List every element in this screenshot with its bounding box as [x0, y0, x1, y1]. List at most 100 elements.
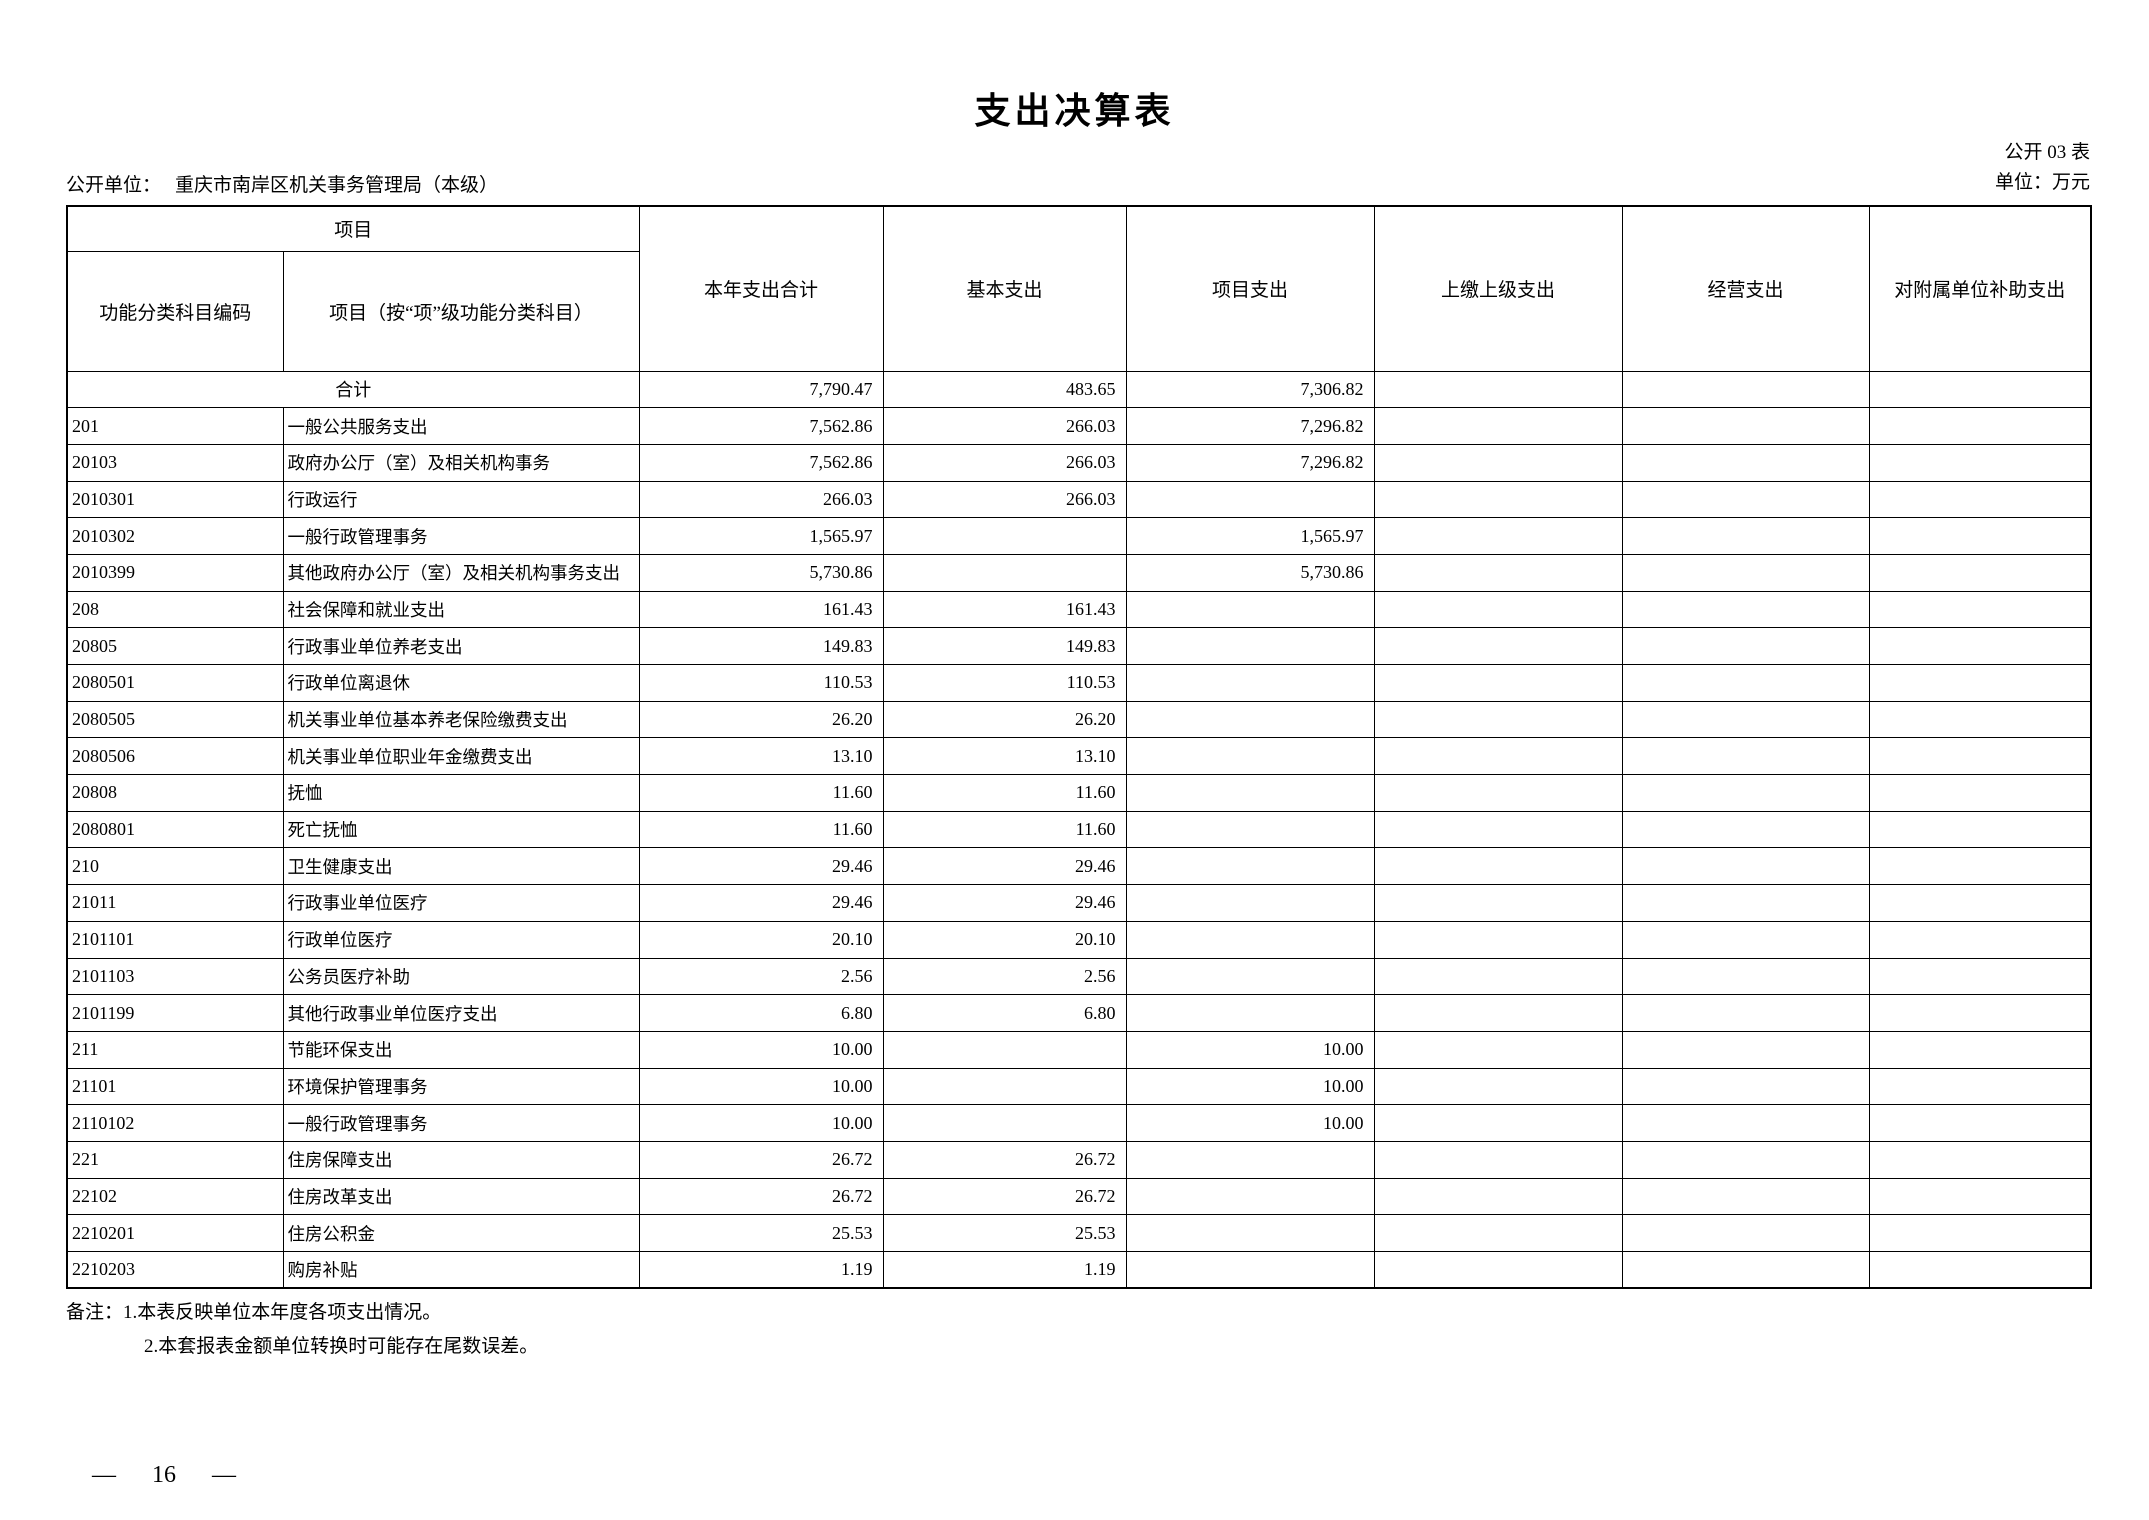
row-basic	[882, 517, 1127, 555]
row-upper	[1373, 517, 1623, 555]
row-project	[1125, 1251, 1375, 1289]
row-operating	[1621, 884, 1870, 922]
row-subsidy	[1868, 774, 2092, 812]
row-upper	[1373, 1214, 1623, 1252]
row-basic: 161.43	[882, 590, 1127, 629]
row-project	[1125, 627, 1375, 665]
row-upper	[1373, 700, 1623, 739]
row-total: 110.53	[638, 664, 884, 702]
row-code: 2101103	[66, 957, 284, 996]
notes-block: 备注：1.本表反映单位本年度各项支出情况。 2.本套报表金额单位转换时可能存在尾…	[66, 1296, 538, 1364]
row-code: 2010399	[66, 553, 284, 592]
row-upper	[1373, 627, 1623, 665]
row-code: 20805	[66, 627, 284, 665]
table-row: 21011 行政事业单位医疗 29.46 29.46	[66, 884, 2092, 922]
row-subsidy	[1868, 1104, 2092, 1142]
page-number-left-dash: —	[92, 1462, 116, 1488]
row-subsidy	[1868, 1140, 2092, 1179]
header-operating: 经营支出	[1621, 205, 1870, 372]
table-row: 2010399 其他政府办公厅（室）及相关机构事务支出 5,730.86 5,7…	[66, 553, 2092, 592]
table-row: 20103 政府办公厅（室）及相关机构事务 7,562.86 266.03 7,…	[66, 443, 2092, 482]
row-upper	[1373, 810, 1623, 849]
row-project	[1125, 957, 1375, 996]
table-body: 合计 7,790.47 483.65 7,306.82 201 一般公共服务支出…	[66, 370, 2092, 1289]
row-upper	[1373, 884, 1623, 922]
row-project: 1,565.97	[1125, 517, 1375, 555]
row-code: 2010301	[66, 480, 284, 519]
row-operating	[1621, 847, 1870, 886]
table-row: 2210201 住房公积金 25.53 25.53	[66, 1214, 2092, 1252]
row-operating	[1621, 1177, 1870, 1216]
row-code: 21011	[66, 884, 284, 922]
publishing-unit-line: 公开单位： 重庆市南岸区机关事务管理局（本级）	[66, 170, 498, 197]
row-project: 5,730.86	[1125, 553, 1375, 592]
row-item: 住房保障支出	[282, 1140, 640, 1179]
row-upper	[1373, 957, 1623, 996]
row-code: 2210201	[66, 1214, 284, 1252]
row-operating	[1621, 810, 1870, 849]
row-basic: 26.72	[882, 1177, 1127, 1216]
row-item: 行政单位离退休	[282, 664, 640, 702]
row-project	[1125, 480, 1375, 519]
header-project-group: 项目	[66, 205, 640, 252]
row-total: 11.60	[638, 810, 884, 849]
row-item: 公务员医疗补助	[282, 957, 640, 996]
row-item: 社会保障和就业支出	[282, 590, 640, 629]
row-basic: 149.83	[882, 627, 1127, 665]
row-project	[1125, 1140, 1375, 1179]
row-total: 11.60	[638, 774, 884, 812]
table-row: 221 住房保障支出 26.72 26.72	[66, 1140, 2092, 1179]
row-subsidy	[1868, 480, 2092, 519]
row-item: 一般行政管理事务	[282, 517, 640, 555]
row-upper	[1373, 920, 1623, 959]
table-row: 210 卫生健康支出 29.46 29.46	[66, 847, 2092, 886]
row-item: 住房改革支出	[282, 1177, 640, 1216]
row-code: 2080505	[66, 700, 284, 739]
row-basic: 266.03	[882, 407, 1127, 445]
note-line-2: 2.本套报表金额单位转换时可能存在尾数误差。	[144, 1336, 539, 1357]
row-total: 2.56	[638, 957, 884, 996]
row-operating	[1621, 737, 1870, 776]
row-project	[1125, 590, 1375, 629]
unit-label: 单位：万元	[1994, 172, 2090, 193]
row-upper	[1373, 407, 1623, 445]
table-row: 2080505 机关事业单位基本养老保险缴费支出 26.20 26.20	[66, 700, 2092, 739]
row-operating	[1621, 957, 1870, 996]
table-row: 2010301 行政运行 266.03 266.03	[66, 480, 2092, 519]
row-code: 2210203	[66, 1251, 284, 1289]
row-operating	[1621, 370, 1870, 409]
page-number-right-dash: —	[212, 1462, 236, 1488]
row-operating	[1621, 627, 1870, 665]
row-total: 26.72	[638, 1140, 884, 1179]
row-basic: 20.10	[882, 920, 1127, 959]
row-code: 211	[66, 1030, 284, 1069]
row-basic: 11.60	[882, 774, 1127, 812]
row-item: 行政运行	[282, 480, 640, 519]
row-upper	[1373, 774, 1623, 812]
row-total: 1.19	[638, 1251, 884, 1289]
row-upper	[1373, 1067, 1623, 1106]
row-total: 1,565.97	[638, 517, 884, 555]
row-item: 机关事业单位职业年金缴费支出	[282, 737, 640, 776]
row-operating	[1621, 480, 1870, 519]
row-upper	[1373, 370, 1623, 409]
header-project-exp: 项目支出	[1125, 205, 1375, 372]
header-total: 本年支出合计	[638, 205, 884, 372]
row-code: 2010302	[66, 517, 284, 555]
row-item: 住房公积金	[282, 1214, 640, 1252]
row-project	[1125, 994, 1375, 1032]
row-basic	[882, 553, 1127, 592]
row-code: 21101	[66, 1067, 284, 1106]
row-operating	[1621, 1140, 1870, 1179]
row-upper	[1373, 1251, 1623, 1289]
row-item: 购房补贴	[282, 1251, 640, 1289]
row-item: 抚恤	[282, 774, 640, 812]
row-item: 节能环保支出	[282, 1030, 640, 1069]
row-basic: 266.03	[882, 480, 1127, 519]
row-code: 208	[66, 590, 284, 629]
row-upper	[1373, 1177, 1623, 1216]
table-row: 22102 住房改革支出 26.72 26.72	[66, 1177, 2092, 1216]
row-subsidy	[1868, 370, 2092, 409]
row-total: 13.10	[638, 737, 884, 776]
